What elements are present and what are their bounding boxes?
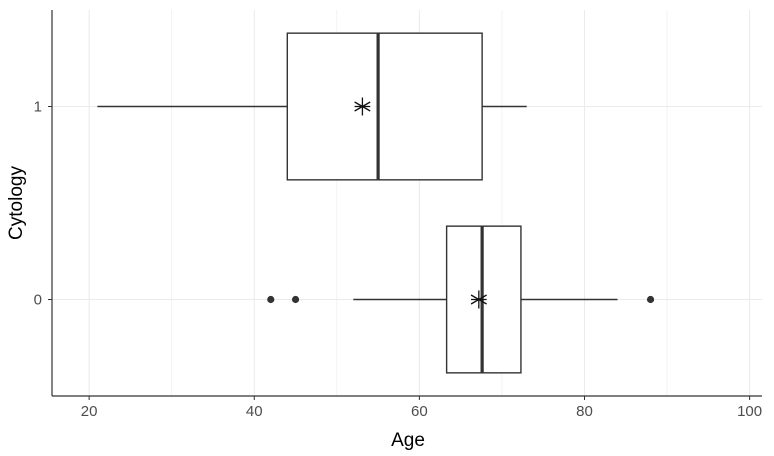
y-axis-title: Cytology — [6, 166, 27, 240]
mean-marker — [354, 97, 371, 116]
x-tick-label: 80 — [576, 403, 593, 420]
y-tick-label: 0 — [34, 292, 42, 309]
mean-marker — [470, 290, 487, 309]
x-tick-label: 100 — [737, 403, 762, 420]
axis-layer — [51, 10, 762, 397]
box-layer — [97, 32, 655, 374]
outlier-point — [646, 295, 655, 304]
x-tick-label: 20 — [81, 403, 98, 420]
outlier-point — [291, 295, 300, 304]
box-group-0 — [267, 225, 655, 374]
box-group-1 — [97, 32, 527, 181]
outlier-point — [267, 295, 275, 304]
x-tick-label: 60 — [411, 403, 428, 420]
x-axis-title: Age — [391, 430, 425, 451]
tick-layer: 20 40 60 80 100 0 1 — [34, 99, 762, 421]
x-tick-label: 40 — [246, 403, 263, 420]
iqr-box — [286, 32, 483, 181]
y-tick-label: 1 — [34, 99, 42, 116]
